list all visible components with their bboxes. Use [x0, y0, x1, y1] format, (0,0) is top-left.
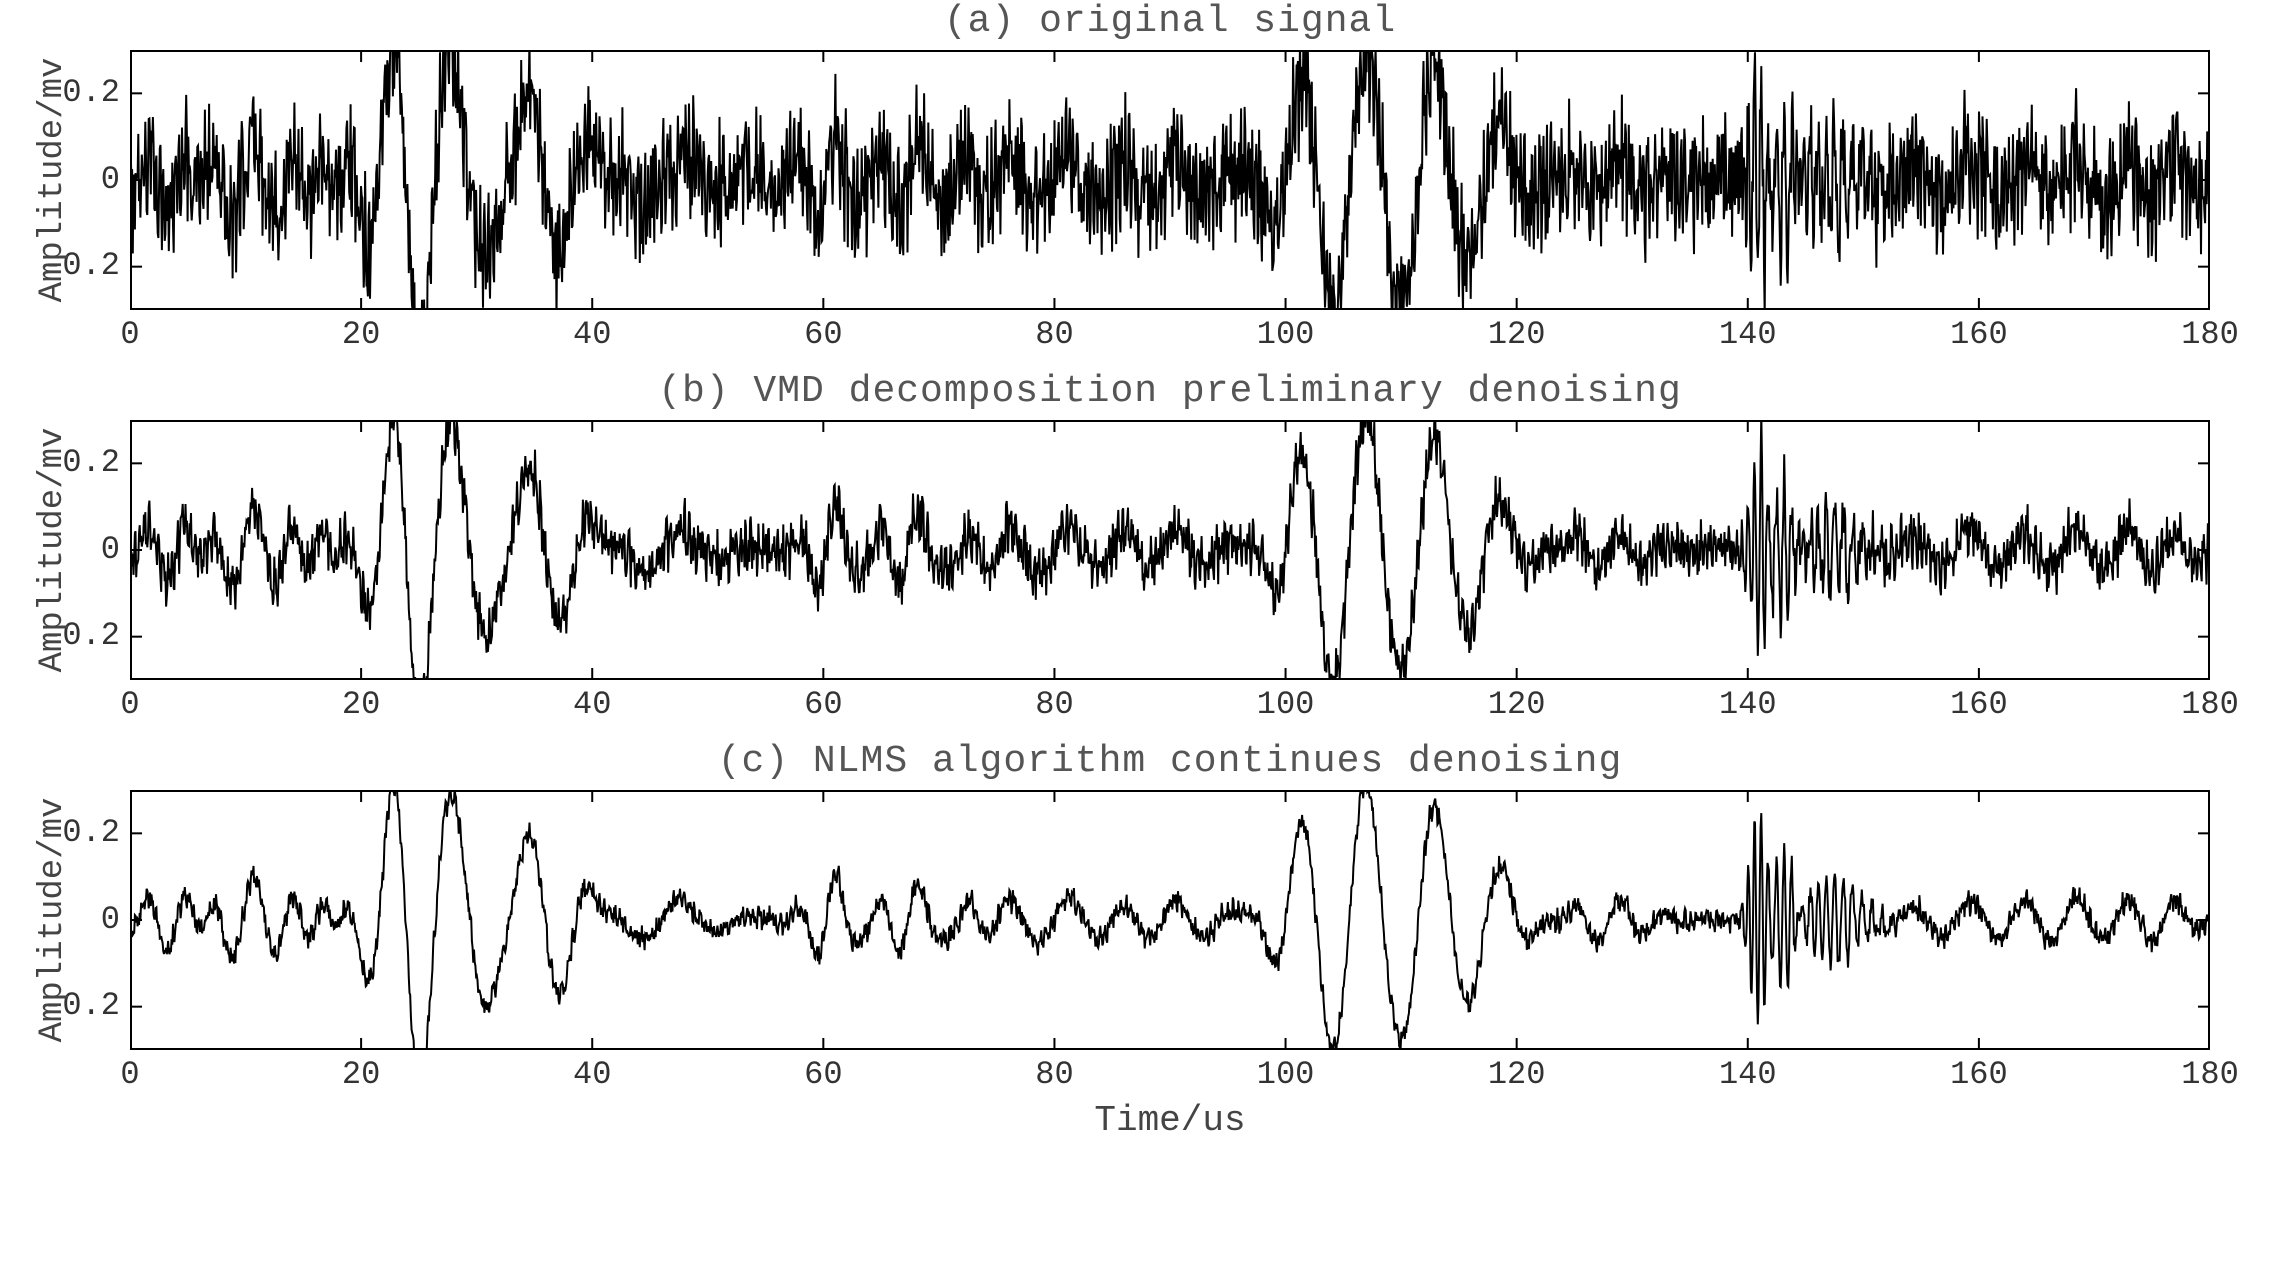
panel-b-xtick-60: 60 [783, 686, 863, 723]
panel-c-xtick-160: 160 [1939, 1056, 2019, 1093]
panel-b-title: (b) VMD decomposition preliminary denois… [130, 370, 2210, 413]
panel-c-xtick-0: 0 [90, 1056, 170, 1093]
xlabel: Time/us [130, 1100, 2210, 1141]
panel-b-xtick-160: 160 [1939, 686, 2019, 723]
panel-c-xtick-120: 120 [1477, 1056, 1557, 1093]
panel-a-xtick-160: 160 [1939, 316, 2019, 353]
panel-a-xtick-0: 0 [90, 316, 170, 353]
panel-a-xtick-40: 40 [552, 316, 632, 353]
panel-c-xtick-100: 100 [1246, 1056, 1326, 1093]
panel-b-xtick-120: 120 [1477, 686, 1557, 723]
panel-b-xtick-20: 20 [321, 686, 401, 723]
panel-b-xtick-0: 0 [90, 686, 170, 723]
panel-a-trace [130, 50, 2210, 310]
panel-c-xtick-40: 40 [552, 1056, 632, 1093]
panel-a-xtick-80: 80 [1014, 316, 1094, 353]
panel-c-xtick-80: 80 [1014, 1056, 1094, 1093]
panel-c-title: (c) NLMS algorithm continues denoising [130, 740, 2210, 783]
panel-b-ylabel: Amplitude/mv [34, 420, 72, 680]
panel-a-xtick-140: 140 [1708, 316, 1788, 353]
panel-b-xtick-40: 40 [552, 686, 632, 723]
panel-a: (a) original signal020406080100120140160… [130, 50, 2210, 310]
panel-b-xtick-100: 100 [1246, 686, 1326, 723]
panel-a-xtick-20: 20 [321, 316, 401, 353]
panel-a-title: (a) original signal [130, 0, 2210, 43]
panel-a-xtick-120: 120 [1477, 316, 1557, 353]
panel-b-trace [130, 420, 2210, 680]
panel-b-svg [130, 420, 2210, 680]
panel-a-xtick-180: 180 [2170, 316, 2250, 353]
panel-b: (b) VMD decomposition preliminary denois… [130, 420, 2210, 680]
panel-b-xtick-140: 140 [1708, 686, 1788, 723]
panel-c-xtick-20: 20 [321, 1056, 401, 1093]
panel-a-xtick-60: 60 [783, 316, 863, 353]
panel-c-ylabel: Amplitude/mv [34, 790, 72, 1050]
panel-b-xtick-180: 180 [2170, 686, 2250, 723]
panel-c-xtick-180: 180 [2170, 1056, 2250, 1093]
figure: (a) original signal 0 20 40 60 80 100 120 140 160… [0, 0, 2269, 1267]
panel-c-trace [130, 790, 2210, 1050]
panel-c-svg [130, 790, 2210, 1050]
panel-b-xtick-80: 80 [1014, 686, 1094, 723]
panel-c: (c) NLMS algorithm continues denoising02… [130, 790, 2210, 1050]
panel-c-xtick-140: 140 [1708, 1056, 1788, 1093]
panel-a-xtick-100: 100 [1246, 316, 1326, 353]
panel-c-xtick-60: 60 [783, 1056, 863, 1093]
panel-a-ylabel: Amplitude/mv [34, 50, 72, 310]
panel-a-svg [130, 50, 2210, 310]
